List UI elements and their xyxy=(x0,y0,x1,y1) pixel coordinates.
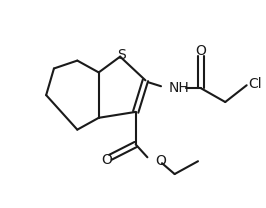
Text: O: O xyxy=(196,44,206,58)
Text: S: S xyxy=(117,48,126,62)
Text: O: O xyxy=(155,154,166,168)
Text: NH: NH xyxy=(169,81,190,95)
Text: Cl: Cl xyxy=(249,77,262,91)
Text: O: O xyxy=(101,153,112,167)
